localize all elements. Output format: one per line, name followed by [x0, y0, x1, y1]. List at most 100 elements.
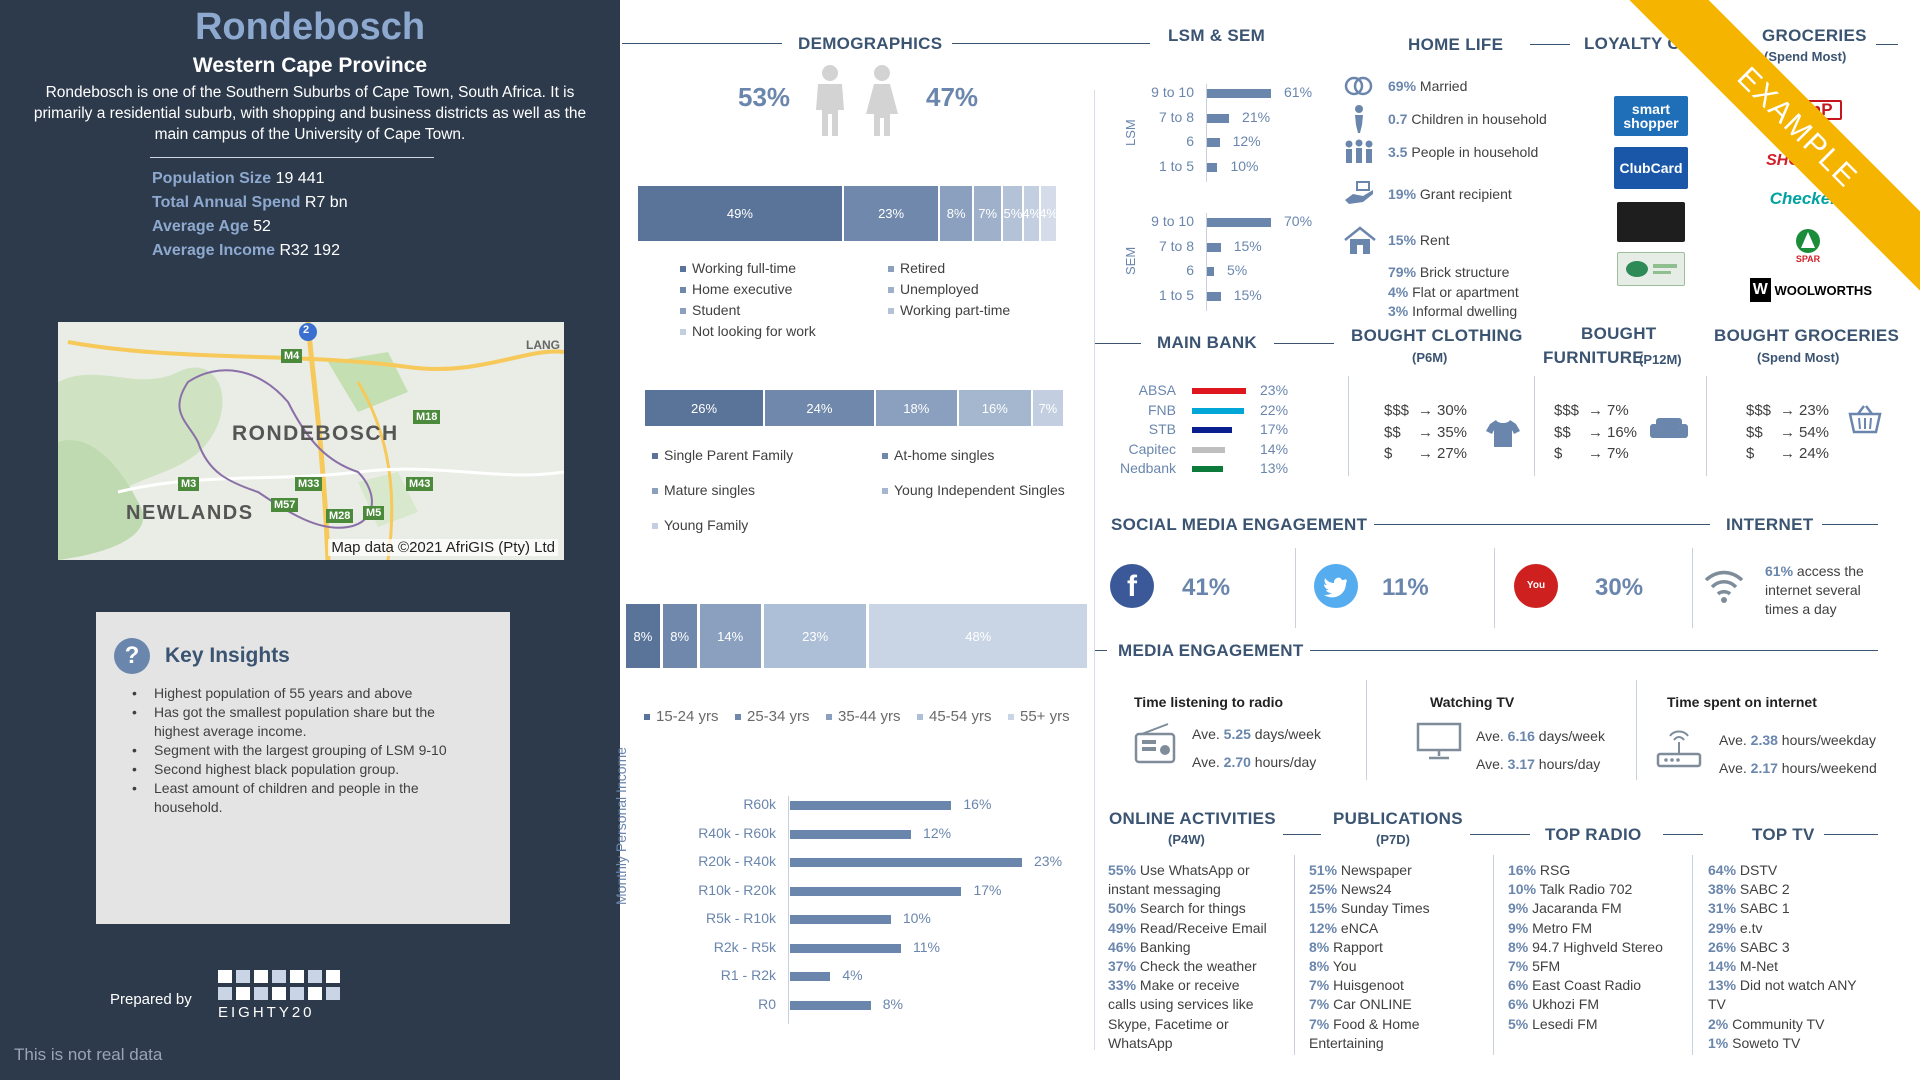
publication-item: 8% Rapport [1309, 939, 1383, 955]
radio-hours: Ave. 2.70 hours/day [1192, 754, 1316, 770]
home-life-num: 0.7 [1388, 111, 1408, 127]
insight-item: • Has got the smallest population share b… [132, 703, 472, 741]
groceries-tier: $$$ [1746, 402, 1772, 419]
bank-bar [1192, 466, 1223, 472]
household-legend-item: Single Parent Family [652, 447, 793, 463]
publication-text: Car ONLINE [1329, 996, 1412, 1013]
sem-bar [1207, 218, 1271, 227]
radio-station-item: 9% Metro FM [1508, 920, 1592, 936]
home-life-text: People in household [1407, 144, 1539, 160]
employment-segment: 4% [1024, 186, 1040, 241]
groceries-row: $$ → 54% [1746, 424, 1829, 441]
age-legend-label: 45-54 yrs [929, 708, 992, 725]
tv-channel-item: 31% SABC 1 [1708, 900, 1790, 916]
income-tick-label: R1 - R2k [720, 967, 776, 983]
dwelling-num: 4% [1388, 283, 1409, 300]
key-insights-list: • Highest population of 55 years and abov… [132, 684, 472, 817]
groceries-tier: $$ [1746, 423, 1763, 441]
dwelling-text: Informal dwelling [1408, 303, 1518, 319]
province-subtitle: Western Cape Province [192, 54, 428, 77]
lsm-value-label: 61% [1284, 84, 1313, 100]
social-rule [1374, 524, 1710, 525]
lsm-bar [1207, 138, 1220, 147]
income-tick-label: R10k - R20k [698, 881, 776, 898]
radio-station-text: RSG [1536, 862, 1571, 878]
clothing-tier: $$ [1384, 423, 1401, 441]
income-value-label: 11% [912, 938, 940, 955]
radio-icon [1134, 723, 1176, 764]
demographics-rule-right [952, 43, 1132, 44]
age-stacked-bar: 8% 8% 14% 23% 48% [626, 604, 1090, 668]
radio-station-num: 10% [1508, 881, 1537, 898]
employment-stacked-bar: 49%23%8%7%5%4%4% [638, 186, 1058, 241]
tv-channel-item: 64% DSTV [1708, 862, 1777, 878]
suburb-map: RONDEBOSCH NEWLANDS LANG 2 M4 M18 M3 M33… [58, 322, 564, 560]
publication-num: 7% [1309, 1015, 1330, 1032]
radio-station-text: Ukhozi FM [1528, 996, 1600, 1013]
insight-text: Highest population of 55 years and above [154, 685, 413, 701]
employment-legend-swatch [680, 308, 686, 315]
lsm-sem-title: LSM & SEM [1168, 26, 1266, 45]
online-activity-text: Make or receive [1136, 977, 1240, 994]
tv-channel-text: SABC 1 [1736, 900, 1790, 917]
household-legend: Single Parent Family At-home singles Matur… [652, 447, 1092, 539]
radio-station-num: 16% [1508, 862, 1537, 878]
age-legend-label: 55+ yrs [1020, 708, 1070, 725]
employment-segment: 4% [1041, 186, 1056, 241]
radio-station-num: 5% [1508, 1015, 1529, 1032]
bank-name: STB [1148, 421, 1176, 437]
household-legend-item: At-home singles [882, 447, 994, 463]
online-activity-item: 33% Make or receive [1108, 977, 1240, 993]
radio-station-text: Metro FM [1528, 919, 1593, 936]
age-legend-item: 15-24 yrs [644, 708, 719, 725]
social-media-title: SOCIAL MEDIA ENGAGEMENT [1111, 515, 1368, 534]
household-legend-swatch [652, 488, 658, 495]
employment-legend-label: Home executive [692, 281, 793, 297]
household-segment: 7% [1032, 390, 1063, 426]
tv-channel-item: 29% e.tv [1708, 920, 1763, 936]
income-bar [790, 1000, 871, 1010]
bank-name: Nedbank [1119, 460, 1176, 476]
bank-value: 17% [1260, 421, 1289, 437]
online-activity-num: 49% [1108, 919, 1137, 936]
groceries-title: GROCERIES [1762, 26, 1867, 45]
age-legend-label: 15-24 yrs [656, 708, 719, 725]
map-credit: Map data ©2021 AfriGIS (Pty) Ltd [328, 539, 558, 556]
online-activity-text: Use WhatsApp or [1136, 862, 1250, 878]
household-segment: 24% [765, 390, 874, 426]
income-tick-label: R60k [743, 796, 776, 812]
tv-hours-unit: hours/day [1538, 756, 1601, 772]
stat-row: Average Income R32 192 [152, 239, 348, 263]
home-life-num: 69% [1388, 78, 1417, 94]
age-legend-item: 55+ yrs [1008, 708, 1070, 725]
eighty20-wordmark: EIGHTY20 [218, 1004, 315, 1021]
household-legend-swatch [882, 488, 888, 495]
groceries-subtitle: (Spend Most) [1764, 49, 1847, 64]
groceries-arrow: → [1780, 423, 1795, 441]
bank-divider [1348, 376, 1349, 476]
map-route-2: 2 [303, 324, 310, 336]
stat-row: Population Size 19 441 [152, 167, 348, 191]
suburb-description: Rondebosch is one of the Southern Suburb… [33, 84, 587, 143]
map-route-m5: M5 [363, 506, 385, 520]
social-divider-2 [1494, 548, 1495, 628]
radio-days-num: 5.25 [1223, 726, 1251, 742]
publication-num: 15% [1309, 900, 1338, 917]
sem-value-label: 15% [1233, 237, 1262, 254]
publication-text: Huisgenoot [1329, 977, 1404, 994]
stat-value: R7 bn [304, 194, 348, 211]
clothing-divider [1534, 376, 1535, 476]
radio-hours-unit: hours/day [1254, 754, 1317, 770]
age-segment: 8% [662, 604, 697, 668]
home-life-text: Rent [1416, 232, 1450, 248]
furniture-tier: $ [1554, 445, 1563, 462]
insight-bullet: • [132, 704, 137, 720]
employment-legend-item: Working part-time [888, 302, 1010, 318]
household-legend-swatch [652, 453, 658, 460]
tv-channel-num: 14% [1708, 958, 1737, 974]
map-route-m4: M4 [281, 349, 303, 363]
tv-channel-text-cont: TV [1708, 996, 1726, 1013]
key-insights-title: Key Insights [165, 644, 290, 667]
insight-bullet: • [132, 761, 137, 777]
lsm-value-label: 21% [1242, 108, 1271, 125]
